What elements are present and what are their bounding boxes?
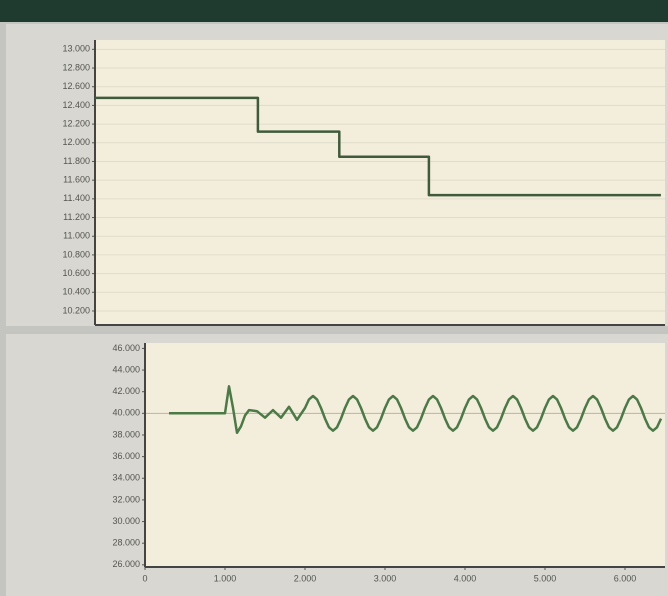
y-tick-label: 44.000: [112, 364, 140, 374]
x-tick-label: 2.000: [294, 573, 317, 583]
screen: 10.200 10.400 10.600 10.800 11.000 11.200 11.4…: [0, 0, 668, 596]
y-tick-label: 38.000: [112, 429, 140, 439]
y-tick-label: 11.800: [63, 156, 90, 166]
y-tick-label: 36.000: [112, 451, 140, 461]
top-strip: [0, 0, 668, 22]
plot-area: [145, 343, 665, 567]
x-tick-label: 0: [142, 573, 147, 583]
y-tick-label: 11.200: [63, 212, 90, 222]
y-tick-label: 32.000: [112, 494, 140, 504]
plot-area: [95, 40, 665, 325]
x-tick-label: 6.000: [614, 573, 637, 583]
y-tick-label: 40.000: [112, 408, 140, 418]
x-tick-label: 4.000: [454, 573, 477, 583]
x-tick-label: 1.000: [214, 573, 237, 583]
x-tick-label: 5.000: [534, 573, 557, 583]
y-tick-label: 11.600: [63, 175, 90, 185]
y-tick-label: 11.400: [63, 193, 90, 203]
y-tick-label: 12.400: [62, 100, 90, 110]
y-tick-label: 10.400: [62, 287, 90, 297]
y-tick-label: 13.000: [62, 44, 90, 54]
y-tick-label: 11.000: [63, 231, 90, 241]
y-tick-label: 12.000: [62, 137, 90, 147]
y-tick-label: 10.800: [62, 249, 90, 259]
y-tick-label: 30.000: [112, 516, 140, 526]
charts: 10.200 10.400 10.600 10.800 11.000 11.200 11.4…: [62, 40, 665, 583]
y-tick-label: 10.200: [62, 305, 90, 315]
y-tick-label: 12.800: [62, 62, 90, 72]
y-tick-label: 42.000: [112, 386, 140, 396]
y-tick-label: 26.000: [112, 559, 140, 569]
y-tick-label: 12.200: [62, 118, 90, 128]
y-tick-label: 10.600: [62, 268, 90, 278]
y-tick-label: 46.000: [112, 343, 140, 353]
y-tick-label: 34.000: [112, 473, 140, 483]
x-tick-label: 3.000: [374, 573, 397, 583]
y-tick-label: 28.000: [112, 538, 140, 548]
y-tick-label: 12.600: [62, 81, 90, 91]
